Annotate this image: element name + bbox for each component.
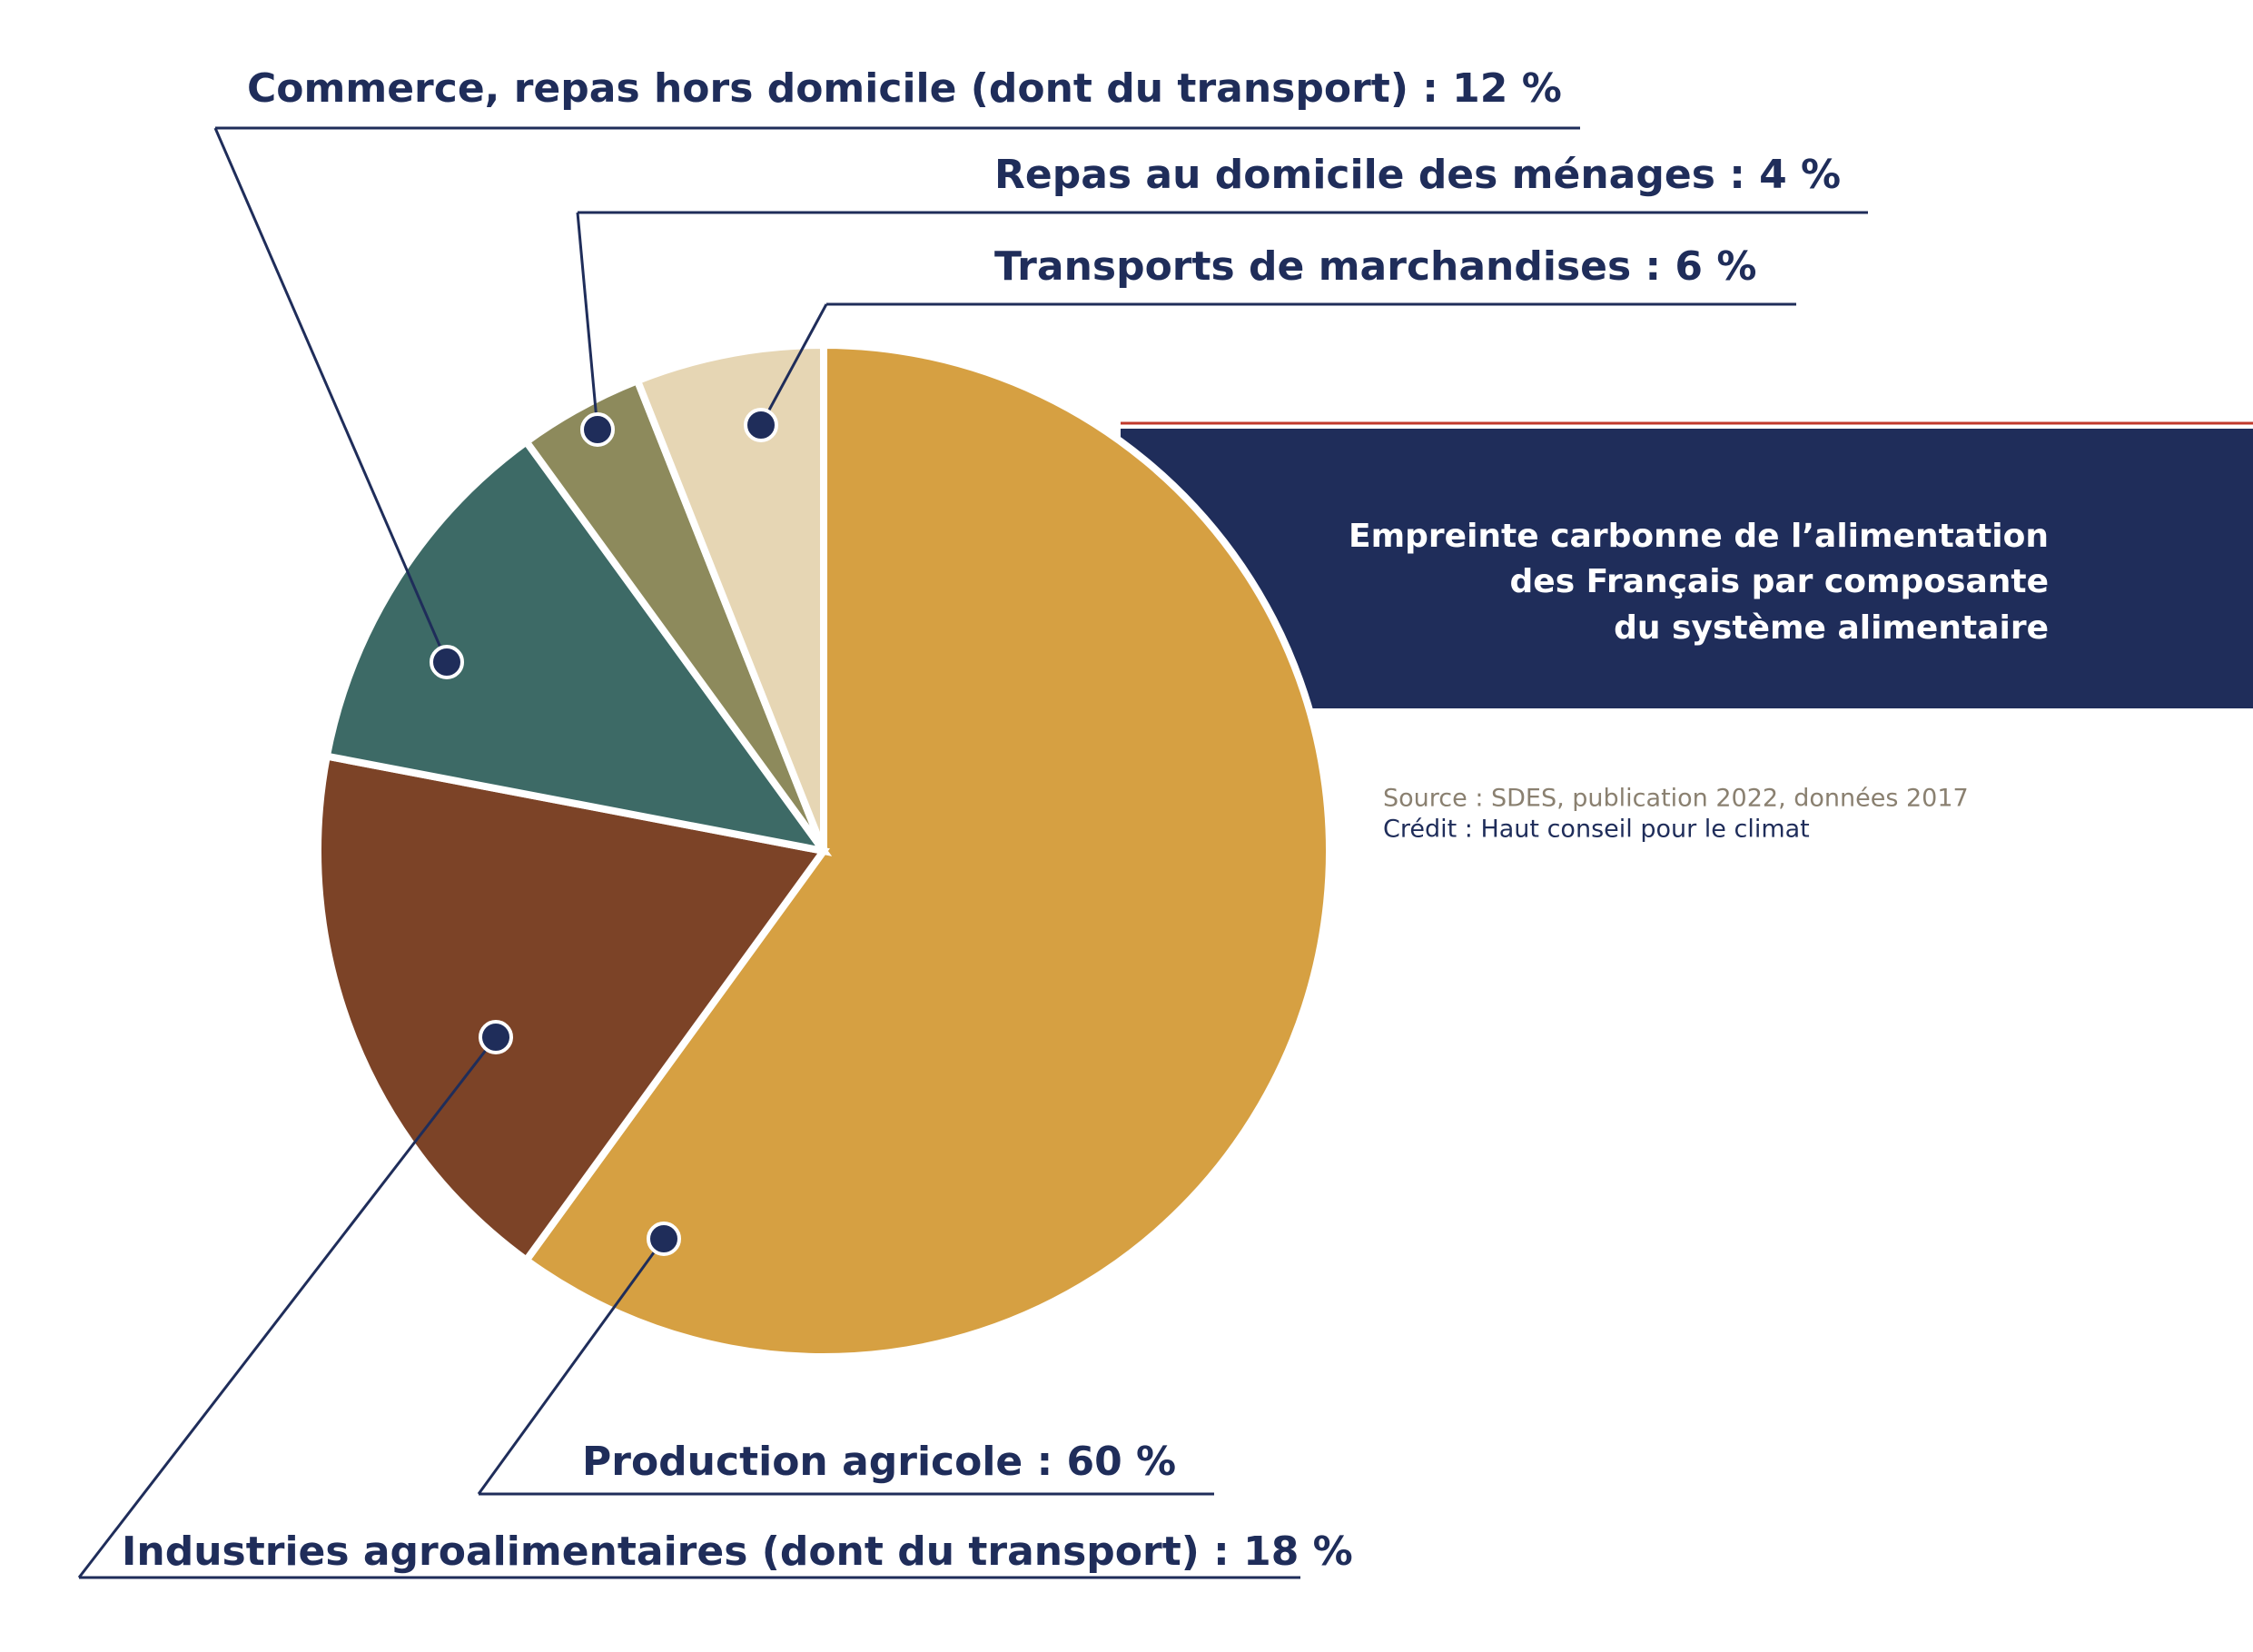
pie-slice <box>632 341 827 853</box>
data-label: Production agricole : 60 % <box>582 1439 1176 1485</box>
leader-line <box>77 1036 498 1578</box>
data-label: Industries agroalimentaires (dont du tra… <box>122 1528 1353 1575</box>
leader-line <box>759 303 828 426</box>
label-dot <box>647 1222 681 1256</box>
leader-line <box>576 212 599 430</box>
label-dot <box>744 408 778 442</box>
leader-line <box>213 127 449 663</box>
chart-title: des Français par composante <box>1510 563 2049 600</box>
chart-title: du système alimentaire <box>1614 609 2049 647</box>
data-label: Repas au domicile des ménages : 4 % <box>994 152 1841 198</box>
label-dot <box>479 1020 513 1054</box>
pie-slice <box>322 436 833 856</box>
data-label: Transports de marchandises : 6 % <box>994 243 1756 290</box>
label-dot <box>430 645 464 679</box>
pie-slice <box>314 751 830 1266</box>
data-label: Commerce, repas hors domicile (dont du t… <box>247 65 1562 112</box>
pie-slice <box>521 341 1333 1360</box>
leader-line <box>477 1238 666 1495</box>
label-dot <box>580 412 615 447</box>
chart-title: Empreinte carbonne de l’alimentation <box>1349 518 2049 555</box>
credit: Crédit : Haut conseil pour le climat <box>1383 816 1810 844</box>
title-box <box>1121 429 2253 708</box>
source: Source : SDES, publication 2022, données… <box>1383 785 1969 813</box>
